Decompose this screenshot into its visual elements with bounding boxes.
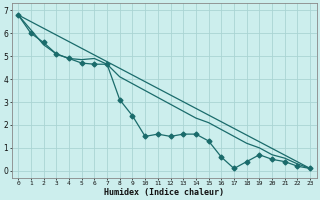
X-axis label: Humidex (Indice chaleur): Humidex (Indice chaleur)	[104, 188, 224, 197]
